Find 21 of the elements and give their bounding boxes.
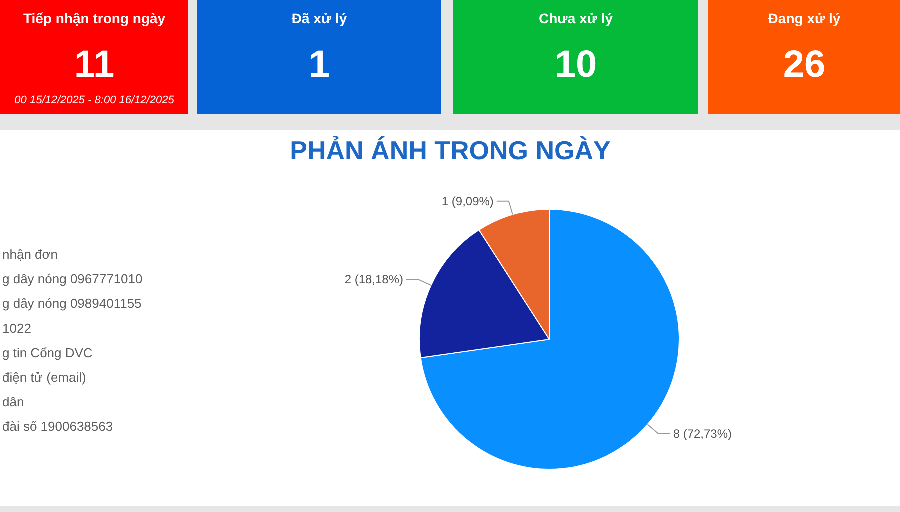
data-label: 1 (9,09%) [442,194,494,208]
text: g tin Cổng DVC [2,345,93,360]
text: 10 [554,44,598,86]
text: Chưa xử lý [539,10,614,26]
text: g dây nóng 0989401155 [2,296,142,312]
text: đài số 1900638563 [2,419,114,434]
text: 00 15/12/2025 - 8:00 16/12/2025 [14,94,176,106]
text: 11 [74,44,115,86]
text: Đã xử lý [292,10,348,26]
text: nhận đơn [2,247,58,262]
text: 1 [308,44,330,86]
text: Tiếp nhận trong ngày [23,10,166,26]
text: 26 [783,44,826,86]
data-label: 8 (72,73%) [673,426,732,441]
text: Đang xử lý [768,10,841,26]
data-label: 2 (18,18%) [344,272,404,287]
text: điện tử (email) [2,370,86,385]
text: dân [2,394,24,410]
text: 1022 [2,320,32,336]
text: g dây nóng 0967771010 [2,272,143,287]
chart-title: PHẢN ÁNH TRONG NGÀY [290,136,611,166]
